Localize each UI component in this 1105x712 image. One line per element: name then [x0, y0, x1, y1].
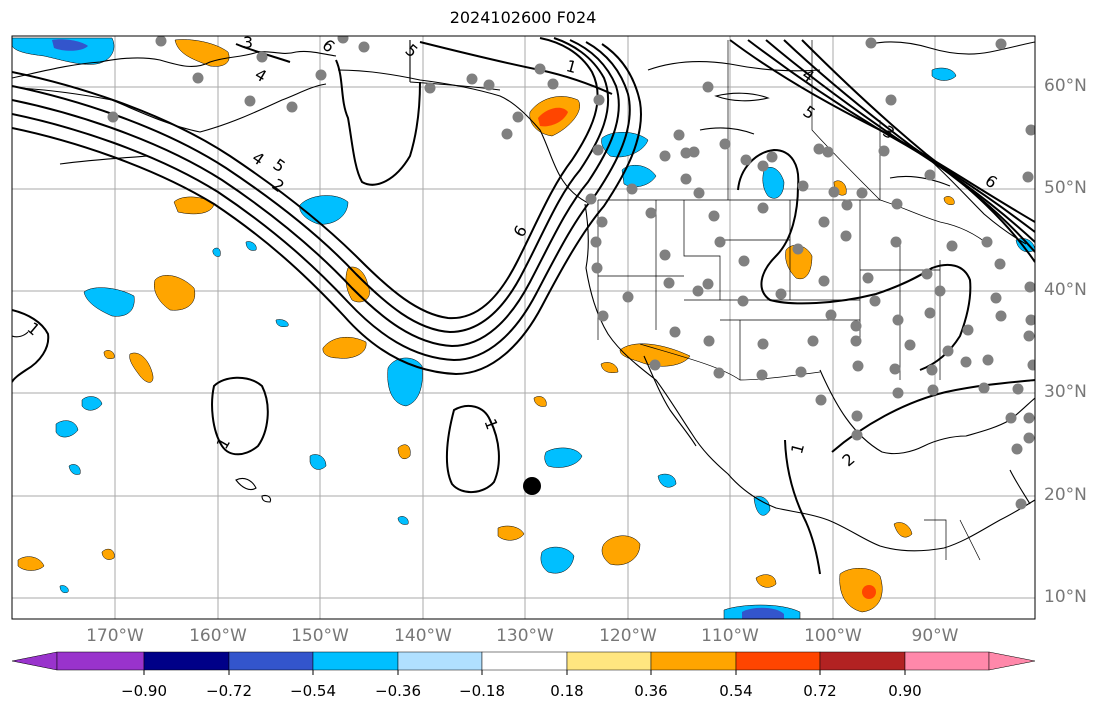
- contour-label: 1: [787, 441, 808, 456]
- contour-lines: [12, 37, 1035, 575]
- colorbar-tick-label: −0.72: [206, 682, 252, 700]
- colorbar-tick-label: 0.18: [550, 682, 584, 700]
- strong-negative-patches: [52, 39, 784, 619]
- colorbar-tick-label: −0.18: [459, 682, 505, 700]
- colorbar-extend-high: [988, 651, 1036, 671]
- colorbar-tick-label: 0.36: [634, 682, 668, 700]
- lat-label: 20°N: [1044, 485, 1087, 505]
- station-markers: [107, 36, 1035, 510]
- storm-center-marker: [523, 477, 541, 495]
- positive-anomaly-patches: [17, 39, 955, 613]
- lat-label: 30°N: [1044, 382, 1087, 402]
- contour-label: 3: [243, 33, 253, 52]
- lon-label: 160°W: [189, 626, 247, 646]
- lat-label: 10°N: [1044, 587, 1087, 607]
- lat-label: 40°N: [1044, 280, 1087, 300]
- contour-label: 1: [564, 56, 579, 77]
- strong-positive-patches: [538, 107, 876, 599]
- colorbar-extend-low: [11, 651, 58, 671]
- lon-label: 130°W: [496, 626, 554, 646]
- map-title: 2024102600 F024: [449, 8, 597, 27]
- lat-label: 60°N: [1044, 76, 1087, 96]
- map-frame: [12, 36, 1035, 619]
- lon-label: 150°W: [291, 626, 349, 646]
- lon-label: 110°W: [701, 626, 759, 646]
- map-border: [11, 35, 1036, 620]
- lat-label: 50°N: [1044, 178, 1087, 198]
- lon-label: 100°W: [804, 626, 862, 646]
- colorbar-tick-label: 0.54: [719, 682, 753, 700]
- colorbar-tick-label: 0.72: [803, 682, 837, 700]
- colorbar-tick-label: 0.90: [888, 682, 922, 700]
- colorbar-tick-label: −0.54: [290, 682, 336, 700]
- lon-label: 140°W: [394, 626, 452, 646]
- lon-label: 90°W: [911, 626, 959, 646]
- colorbar: [11, 651, 1036, 675]
- lon-label: 120°W: [599, 626, 657, 646]
- colorbar-tick-label: −0.36: [375, 682, 421, 700]
- colorbar-tick-label: −0.90: [121, 682, 167, 700]
- lon-label: 170°W: [86, 626, 144, 646]
